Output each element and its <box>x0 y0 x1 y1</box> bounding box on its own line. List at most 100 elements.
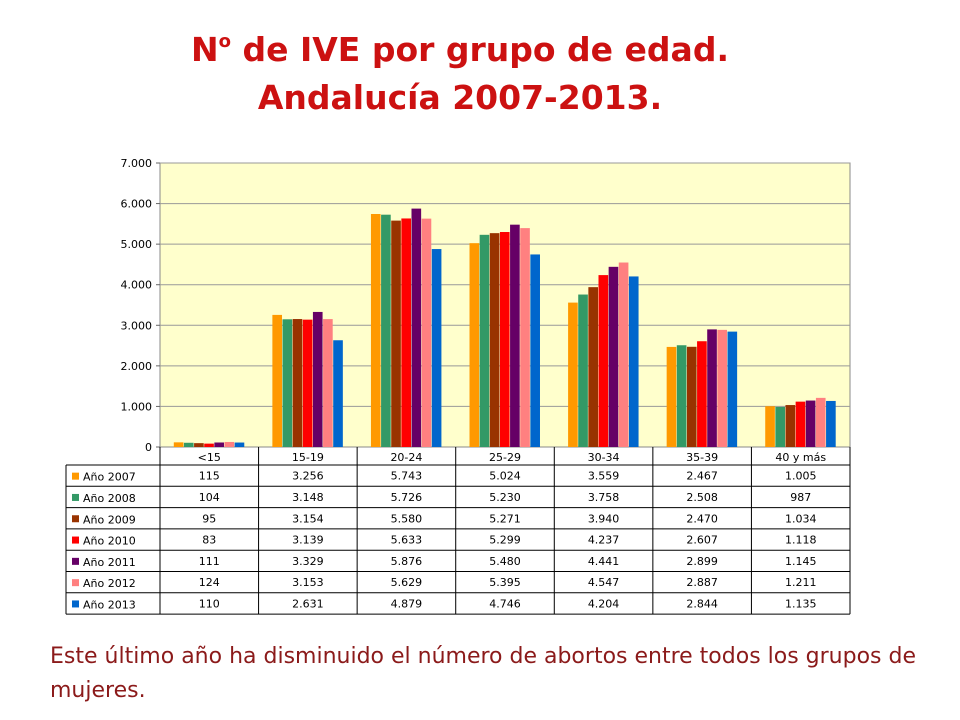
bar <box>510 224 520 447</box>
bar <box>717 329 727 447</box>
bar <box>765 406 775 447</box>
bar <box>697 341 707 447</box>
bar <box>588 287 599 447</box>
x-category-label: 35-39 <box>686 451 718 464</box>
chart-title: No de IVE por grupo de edad. Andalucía 2… <box>0 18 920 122</box>
table-value: 4.441 <box>588 555 620 568</box>
table-value: 4.237 <box>588 534 620 547</box>
table-value: 5.024 <box>489 470 521 483</box>
table-value: 4.204 <box>588 597 620 610</box>
bar <box>628 276 639 447</box>
bar <box>302 319 313 447</box>
table-value: 2.844 <box>686 597 718 610</box>
bar <box>224 441 235 447</box>
x-category-label: 30-34 <box>588 451 620 464</box>
bar <box>479 234 490 447</box>
bar <box>805 400 816 447</box>
bar <box>608 266 619 447</box>
legend-label: Año 2007 <box>83 471 136 484</box>
bar <box>173 442 184 447</box>
table-value: 5.480 <box>489 555 521 568</box>
table-value: 1.135 <box>785 597 817 610</box>
bar <box>618 262 629 447</box>
table-value: 5.743 <box>391 470 423 483</box>
table-value: 111 <box>199 555 220 568</box>
x-category-label: <15 <box>198 451 221 464</box>
table-value: 83 <box>202 534 216 547</box>
table-value: 3.940 <box>588 512 620 525</box>
table-value: 2.470 <box>686 512 718 525</box>
x-category-label: 15-19 <box>292 451 324 464</box>
table-value: 5.629 <box>391 576 423 589</box>
y-tick-label: 4.000 <box>121 279 153 292</box>
table-value: 1.145 <box>785 555 817 568</box>
x-category-label: 20-24 <box>390 451 422 464</box>
legend-swatch <box>72 493 79 501</box>
table-value: 3.329 <box>292 555 324 568</box>
legend-swatch <box>72 600 79 608</box>
table-value: 5.299 <box>489 534 521 547</box>
bar <box>530 254 540 447</box>
table-value: 2.899 <box>686 555 718 568</box>
table-value: 1.034 <box>785 512 817 525</box>
bar <box>333 340 343 447</box>
bar <box>183 442 194 447</box>
caption-text: Este último año ha disminuido el número … <box>50 644 917 703</box>
bar <box>431 249 442 447</box>
table-value: 1.118 <box>785 534 817 547</box>
bar <box>214 442 224 447</box>
title-line-1: No de IVE por grupo de edad. <box>0 18 920 74</box>
bar <box>323 319 333 447</box>
bar <box>489 233 500 447</box>
table-value: 3.154 <box>292 512 324 525</box>
bar <box>727 331 738 447</box>
legend-label: Año 2013 <box>83 598 136 611</box>
bar <box>469 243 480 447</box>
bar <box>292 319 303 447</box>
bar <box>401 218 411 447</box>
table-value: 3.139 <box>292 534 324 547</box>
table-value: 5.876 <box>391 555 423 568</box>
table-value: 5.230 <box>489 491 521 504</box>
table-value: 5.580 <box>391 512 423 525</box>
bar <box>826 400 836 447</box>
bar <box>370 213 381 447</box>
table-value: 1.211 <box>785 576 817 589</box>
bar <box>204 443 214 447</box>
table-value: 4.746 <box>489 597 521 610</box>
table-value: 3.559 <box>588 470 620 483</box>
y-tick-label: 6.000 <box>121 198 153 211</box>
legend-swatch <box>72 579 79 587</box>
table-value: 4.547 <box>588 576 620 589</box>
bar <box>194 443 204 447</box>
y-tick-label: 7.000 <box>121 157 153 170</box>
y-tick-label: 1.000 <box>121 400 153 413</box>
title-line-2: Andalucía 2007-2013. <box>257 78 663 117</box>
table-value: 2.631 <box>292 597 324 610</box>
bar <box>676 345 687 447</box>
bar <box>391 220 401 447</box>
table-value: 3.153 <box>292 576 324 589</box>
x-category-label: 25-29 <box>489 451 521 464</box>
legend-swatch <box>72 557 79 565</box>
table-value: 3.148 <box>292 491 324 504</box>
bar <box>234 442 245 447</box>
table-value: 124 <box>199 576 220 589</box>
legend-label: Año 2008 <box>83 492 136 505</box>
table-value: 2.607 <box>686 534 718 547</box>
bar <box>282 319 293 447</box>
title-superscript: o <box>218 31 231 52</box>
y-tick-label: 0 <box>145 441 152 454</box>
table-value: 95 <box>202 512 216 525</box>
table-value: 3.758 <box>588 491 620 504</box>
legend-swatch <box>72 515 79 523</box>
table-value: 5.726 <box>391 491 423 504</box>
table-value: 2.467 <box>686 470 718 483</box>
table-value: 5.633 <box>391 534 423 547</box>
legend-label: Año 2011 <box>83 556 136 569</box>
bar <box>272 314 283 447</box>
y-tick-label: 5.000 <box>121 238 153 251</box>
legend-label: Año 2010 <box>83 535 136 548</box>
bar <box>785 405 796 447</box>
